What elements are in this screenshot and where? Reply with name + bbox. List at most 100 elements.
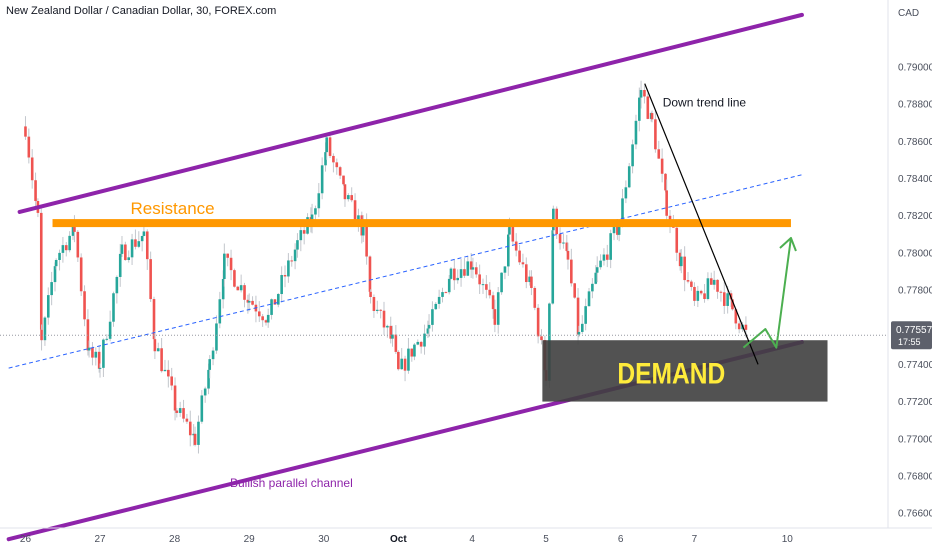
- candle-body: [397, 351, 400, 370]
- candle-body: [726, 293, 729, 306]
- candle-body: [317, 193, 321, 209]
- candle-body: [365, 221, 368, 257]
- candle-body: [683, 256, 686, 281]
- candle-body: [530, 276, 533, 288]
- candle-body: [576, 297, 580, 335]
- candle-body: [407, 348, 410, 371]
- candle-body: [46, 295, 50, 318]
- candle-body: [474, 267, 478, 275]
- candle-body: [328, 137, 332, 156]
- candle-body: [140, 235, 144, 242]
- candle-body: [447, 278, 451, 293]
- candle-body: [638, 97, 641, 121]
- date-tick-label: 27: [94, 534, 106, 545]
- demand-zone[interactable]: [542, 340, 828, 402]
- candle-body: [68, 235, 71, 251]
- candle-body: [193, 433, 197, 445]
- candle-body: [188, 421, 192, 436]
- candle-body: [599, 260, 602, 268]
- date-tick-label: 29: [244, 534, 256, 545]
- candle-body: [518, 250, 521, 263]
- candle-body: [453, 268, 456, 281]
- candle-body: [266, 314, 270, 323]
- candle-body: [594, 272, 598, 284]
- candle-body: [469, 261, 473, 270]
- candle-body: [332, 155, 335, 163]
- candle-body: [197, 421, 200, 445]
- candle-body: [97, 351, 101, 369]
- candle-body: [182, 408, 185, 419]
- price-tick-label: 0.77400: [898, 360, 932, 371]
- channel-upper-line[interactable]: [17, 12, 804, 214]
- candle-body: [215, 323, 218, 351]
- candle-body: [290, 260, 294, 262]
- candle-body: [503, 266, 507, 273]
- candle-body: [27, 136, 31, 158]
- price-tick-label: 0.77000: [898, 434, 932, 445]
- candle-body: [617, 226, 621, 235]
- candle-body: [324, 152, 327, 166]
- candle-body: [302, 230, 306, 234]
- candle-body: [493, 309, 497, 325]
- candle-body: [124, 244, 127, 261]
- candle-body: [325, 137, 328, 153]
- candle-series: [24, 80, 748, 454]
- candle-body: [616, 226, 619, 235]
- resistance-line[interactable]: [52, 219, 791, 228]
- candle-body: [444, 292, 448, 294]
- candle-body: [335, 162, 339, 168]
- date-tick-label: 26: [20, 534, 32, 545]
- bar-countdown: 17:55: [898, 337, 921, 347]
- candle-body: [471, 267, 475, 270]
- candle-body: [675, 227, 679, 253]
- candle-body: [152, 299, 156, 340]
- candle-body: [247, 300, 251, 303]
- candle-body: [426, 328, 430, 334]
- candle-body: [634, 120, 638, 145]
- candle-body: [54, 259, 58, 267]
- candle-body: [665, 190, 668, 216]
- interval: 30: [190, 5, 208, 17]
- candle-body: [299, 230, 303, 241]
- candle-body: [314, 208, 317, 215]
- candle-body: [372, 297, 376, 311]
- candle-body: [706, 278, 710, 300]
- candle-body: [296, 240, 299, 250]
- candle-body: [175, 410, 179, 413]
- candle-body: [145, 231, 149, 260]
- candle-body: [712, 279, 716, 285]
- candle-body: [246, 299, 250, 303]
- candle-body: [488, 289, 492, 296]
- candle-body: [270, 299, 273, 315]
- candle-body: [423, 333, 426, 347]
- candle-body: [40, 329, 43, 341]
- candle-body: [400, 358, 404, 370]
- date-tick-label: 7: [692, 534, 698, 545]
- candle-body: [413, 344, 416, 357]
- candle-body: [50, 282, 53, 296]
- candle-body: [654, 119, 657, 150]
- candle-body: [350, 195, 353, 201]
- candle-body: [251, 300, 254, 305]
- projection-arrow[interactable]: [742, 237, 792, 349]
- candle-body: [280, 275, 283, 295]
- candle-body: [449, 268, 453, 279]
- candle-body: [61, 245, 65, 253]
- candle-body: [511, 226, 515, 242]
- candle-body: [120, 244, 124, 254]
- price-axis[interactable]: 0.766000.768000.770000.772000.774000.776…: [898, 62, 932, 519]
- candle-body: [693, 286, 696, 301]
- candle-body: [403, 358, 407, 371]
- down-trendline[interactable]: [644, 83, 759, 365]
- candle-body: [64, 245, 68, 251]
- arrowhead-icon: [779, 236, 797, 252]
- candle-body: [524, 264, 528, 283]
- time-axis[interactable]: 26 27 28 29 30 Oct 4 5 6 7 10: [20, 534, 793, 545]
- candle-body: [391, 334, 394, 339]
- candle-body: [744, 324, 748, 330]
- candle-body: [87, 347, 91, 351]
- candle-body: [142, 231, 146, 236]
- candle-body: [173, 385, 177, 411]
- candle-body: [558, 234, 562, 244]
